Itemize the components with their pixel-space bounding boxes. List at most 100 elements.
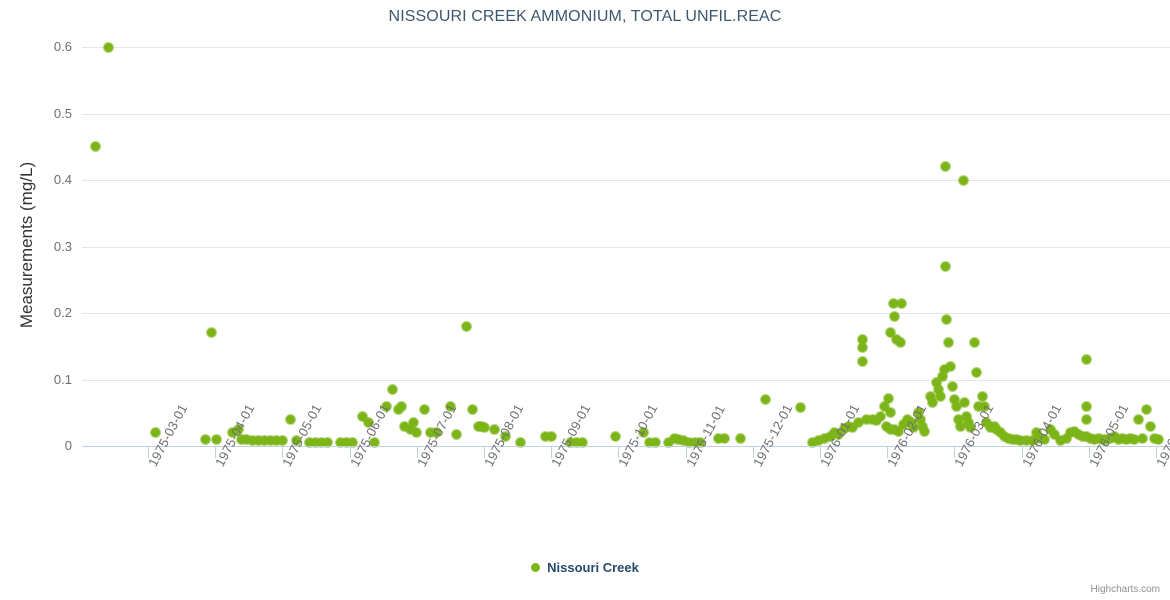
data-point-marker[interactable] — [955, 421, 965, 431]
data-point-marker[interactable] — [853, 418, 863, 428]
data-point-marker[interactable] — [461, 321, 471, 331]
data-point-marker[interactable] — [857, 357, 867, 367]
data-point-marker[interactable] — [565, 438, 575, 448]
data-point-marker[interactable] — [285, 414, 295, 424]
data-point-marker[interactable] — [291, 436, 301, 446]
data-point-marker[interactable] — [981, 418, 991, 428]
data-point-marker[interactable] — [227, 428, 237, 438]
data-point-marker[interactable] — [259, 436, 269, 446]
data-point-marker[interactable] — [940, 261, 950, 271]
data-point-marker[interactable] — [935, 391, 945, 401]
data-point-marker[interactable] — [931, 378, 941, 388]
data-point-marker[interactable] — [253, 436, 263, 446]
data-point-marker[interactable] — [969, 338, 979, 348]
data-point-marker[interactable] — [265, 436, 275, 446]
data-point-marker[interactable] — [933, 384, 943, 394]
data-point-marker[interactable] — [515, 438, 525, 448]
data-point-marker[interactable] — [979, 401, 989, 411]
data-point-marker[interactable] — [411, 428, 421, 438]
data-point-marker[interactable] — [927, 398, 937, 408]
data-point-marker[interactable] — [893, 426, 903, 436]
data-point-marker[interactable] — [1027, 436, 1037, 446]
data-point-marker[interactable] — [540, 431, 550, 441]
data-point-marker[interactable] — [871, 416, 881, 426]
data-point-marker[interactable] — [577, 438, 587, 448]
data-point-marker[interactable] — [919, 426, 929, 436]
data-point-marker[interactable] — [958, 175, 968, 185]
data-point-marker[interactable] — [571, 438, 581, 448]
data-point-marker[interactable] — [690, 437, 700, 447]
data-point-marker[interactable] — [813, 436, 823, 446]
data-point-marker[interactable] — [247, 436, 257, 446]
data-point-marker[interactable] — [1061, 433, 1071, 443]
data-point-marker[interactable] — [1145, 421, 1155, 431]
data-point-marker[interactable] — [1039, 434, 1049, 444]
data-point-marker[interactable] — [1031, 428, 1041, 438]
data-point-marker[interactable] — [807, 438, 817, 448]
data-point-marker[interactable] — [1021, 436, 1031, 446]
data-point-marker[interactable] — [241, 434, 251, 444]
data-point-marker[interactable] — [381, 401, 391, 411]
data-point-marker[interactable] — [917, 421, 927, 431]
data-point-marker[interactable] — [405, 424, 415, 434]
data-point-marker[interactable] — [150, 428, 160, 438]
data-point-marker[interactable] — [939, 365, 949, 375]
data-point-marker[interactable] — [445, 401, 455, 411]
data-point-marker[interactable] — [644, 438, 654, 448]
data-point-marker[interactable] — [479, 422, 489, 432]
data-point-marker[interactable] — [940, 162, 950, 172]
data-point-marker[interactable] — [1049, 429, 1059, 439]
credits-label[interactable]: Highcharts.com — [1090, 584, 1160, 595]
data-point-marker[interactable] — [883, 393, 893, 403]
data-point-marker[interactable] — [885, 408, 895, 418]
data-point-marker[interactable] — [310, 438, 320, 448]
data-point-marker[interactable] — [937, 371, 947, 381]
data-point-marker[interactable] — [673, 434, 683, 444]
data-point-marker[interactable] — [875, 411, 885, 421]
data-point-marker[interactable] — [925, 391, 935, 401]
data-point-marker[interactable] — [719, 433, 729, 443]
data-point-marker[interactable] — [363, 418, 373, 428]
data-point-marker[interactable] — [959, 398, 969, 408]
data-point-marker[interactable] — [833, 429, 843, 439]
data-point-marker[interactable] — [1045, 424, 1055, 434]
data-point-marker[interactable] — [885, 328, 895, 338]
data-point-marker[interactable] — [953, 414, 963, 424]
data-point-marker[interactable] — [735, 433, 745, 443]
data-point-marker[interactable] — [206, 328, 216, 338]
data-point-marker[interactable] — [347, 438, 357, 448]
data-point-marker[interactable] — [857, 335, 867, 345]
data-point-marker[interactable] — [419, 404, 429, 414]
data-point-marker[interactable] — [500, 431, 510, 441]
data-point-marker[interactable] — [341, 438, 351, 448]
data-point-marker[interactable] — [795, 402, 805, 412]
data-point-marker[interactable] — [898, 420, 908, 430]
data-point-marker[interactable] — [963, 418, 973, 428]
data-point-marker[interactable] — [387, 384, 397, 394]
data-point-marker[interactable] — [965, 422, 975, 432]
data-point-marker[interactable] — [546, 431, 556, 441]
data-point-marker[interactable] — [819, 433, 829, 443]
data-point-marker[interactable] — [896, 298, 906, 308]
data-point-marker[interactable] — [947, 381, 957, 391]
data-point-marker[interactable] — [973, 401, 983, 411]
data-point-marker[interactable] — [941, 315, 951, 325]
data-point-marker[interactable] — [650, 438, 660, 448]
data-point-marker[interactable] — [304, 438, 314, 448]
data-point-marker[interactable] — [638, 428, 648, 438]
data-point-marker[interactable] — [945, 361, 955, 371]
data-point-marker[interactable] — [695, 437, 705, 447]
data-point-marker[interactable] — [908, 422, 918, 432]
data-point-marker[interactable] — [369, 438, 379, 448]
data-point-marker[interactable] — [663, 438, 673, 448]
data-point-marker[interactable] — [713, 433, 723, 443]
data-point-marker[interactable] — [451, 429, 461, 439]
legend-item-label[interactable]: Nissouri Creek — [547, 560, 639, 575]
data-point-marker[interactable] — [949, 394, 959, 404]
data-point-marker[interactable] — [888, 298, 898, 308]
data-point-marker[interactable] — [951, 401, 961, 411]
data-point-marker[interactable] — [943, 338, 953, 348]
data-point-marker[interactable] — [610, 431, 620, 441]
data-point-marker[interactable] — [271, 436, 281, 446]
data-point-marker[interactable] — [1081, 401, 1091, 411]
